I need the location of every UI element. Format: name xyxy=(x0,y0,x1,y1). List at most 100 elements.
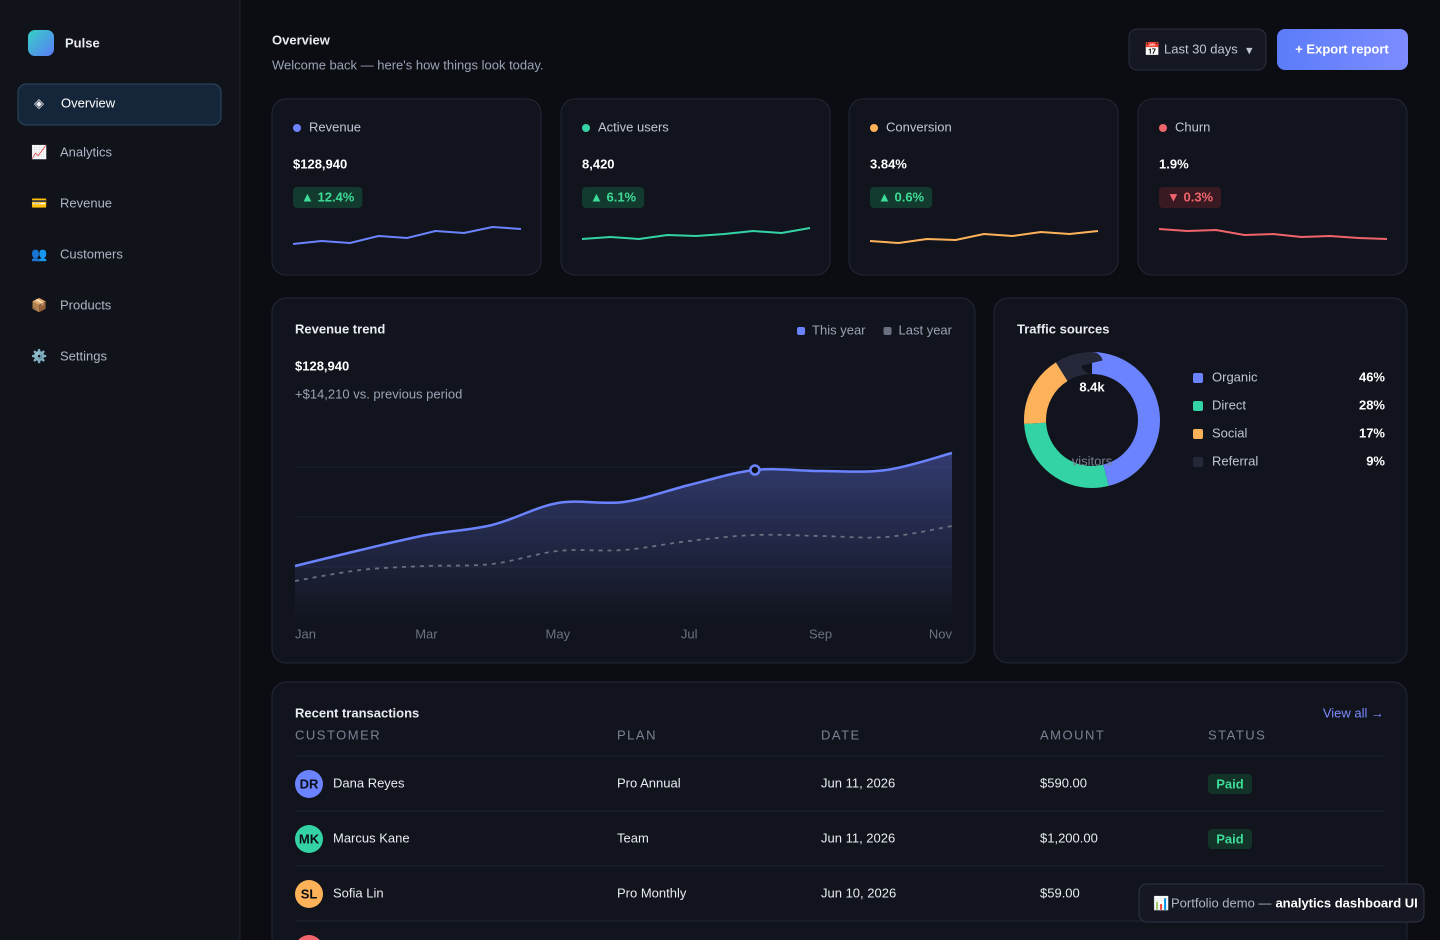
avatar-initials: DR xyxy=(300,776,319,791)
legend-swatch xyxy=(1193,401,1203,411)
date-range-icon: 📅 xyxy=(1144,41,1160,56)
legend-swatch xyxy=(1193,429,1203,439)
nav-label: Revenue xyxy=(60,195,112,210)
status: Paid xyxy=(1216,831,1244,846)
export-label: + Export report xyxy=(1295,41,1389,56)
kpi-change-badge xyxy=(582,187,645,208)
donut-segment xyxy=(1024,352,1160,488)
column-header: CUSTOMER xyxy=(295,727,381,742)
column-header: STATUS xyxy=(1208,727,1266,742)
plan: Team xyxy=(617,830,649,845)
kpi-sparkline xyxy=(869,230,1099,244)
kpi-sparkline xyxy=(1158,228,1388,240)
nav-label: Products xyxy=(60,297,112,312)
kpi-dot xyxy=(293,124,301,132)
kpi-value: 8,420 xyxy=(582,156,615,171)
kpi-label: Active users xyxy=(598,119,669,134)
kpi-change-badge xyxy=(293,187,363,208)
x-tick-label: Nov xyxy=(929,626,953,641)
legend-value: 46% xyxy=(1359,369,1385,384)
kpi-value: 1.9% xyxy=(1159,156,1189,171)
kpi-change: ▲ 6.1% xyxy=(590,189,637,204)
view-all-link[interactable]: View all → xyxy=(1323,705,1384,720)
x-tick-label: Sep xyxy=(809,626,832,641)
nav-icon: 📦 xyxy=(31,297,47,312)
brand: Pulse xyxy=(65,35,100,50)
legend-swatch xyxy=(1193,373,1203,383)
kpi-value: $128,940 xyxy=(293,156,347,171)
nav-icon: 💳 xyxy=(31,195,47,210)
avatar xyxy=(295,825,323,853)
highlight-point xyxy=(749,464,761,476)
donut-segment xyxy=(1024,352,1160,488)
kpi-sparkline xyxy=(581,227,811,240)
status-badge xyxy=(1208,774,1252,794)
line xyxy=(294,451,953,568)
avatar-initials: MK xyxy=(299,831,320,846)
date-range-button[interactable] xyxy=(1128,28,1267,71)
avatar-initials: SL xyxy=(301,886,318,901)
nav-icon: ⚙️ xyxy=(31,348,47,363)
kpi-change: ▲ 12.4% xyxy=(301,189,355,204)
legend-label: Last year xyxy=(899,322,953,337)
nav-item[interactable] xyxy=(18,184,221,225)
kpi-value: 3.84% xyxy=(870,156,907,171)
x-tick-label: Mar xyxy=(415,626,438,641)
legend-label: This year xyxy=(812,322,866,337)
avatar xyxy=(295,880,323,908)
nav-label: Overview xyxy=(61,95,116,110)
export-button[interactable] xyxy=(1277,29,1408,70)
column-header: AMOUNT xyxy=(1040,727,1105,742)
kpi-label: Churn xyxy=(1175,119,1210,134)
amount: $1,200.00 xyxy=(1040,830,1098,845)
demo-text: Portfolio demo — xyxy=(1171,895,1271,910)
legend-label: Social xyxy=(1212,425,1248,440)
nav-label: Analytics xyxy=(60,144,113,159)
date: Jun 11, 2026 xyxy=(821,830,895,845)
kpi-card xyxy=(848,98,1119,276)
date: Jun 10, 2026 xyxy=(821,885,896,900)
demo-badge xyxy=(1138,883,1425,923)
sidebar xyxy=(0,0,240,940)
avatar xyxy=(298,935,320,940)
nav-item[interactable] xyxy=(18,84,221,125)
table-title: Recent transactions xyxy=(295,705,419,720)
legend-swatch xyxy=(1193,457,1203,467)
area xyxy=(295,453,952,617)
nav-item[interactable] xyxy=(18,337,221,378)
chart-headline: $128,940 xyxy=(295,358,349,373)
amount: $59.00 xyxy=(1040,885,1080,900)
kpi-dot xyxy=(870,124,878,132)
donut-value: 8.4k xyxy=(1079,379,1105,394)
kpi-label: Conversion xyxy=(886,119,952,134)
x-tick-label: Jul xyxy=(681,626,698,641)
kpi-label: Revenue xyxy=(309,119,361,134)
legend-swatch xyxy=(883,327,892,335)
traffic-card xyxy=(993,297,1408,664)
legend-value: 17% xyxy=(1359,425,1385,440)
date-range-caret: ▾ xyxy=(1246,42,1253,57)
legend-label: Direct xyxy=(1212,397,1246,412)
demo-icon: 📊 xyxy=(1153,895,1169,910)
nav-icon: 👥 xyxy=(31,246,47,261)
nav-label: Settings xyxy=(60,348,107,363)
nav-active xyxy=(17,83,222,126)
page-title: Overview xyxy=(272,32,331,47)
legend-value: 9% xyxy=(1366,453,1385,468)
x-tick-label: Jan xyxy=(295,626,316,641)
nav-label: Customers xyxy=(60,246,123,261)
x-tick-label: May xyxy=(546,626,571,641)
nav-item[interactable] xyxy=(18,133,221,174)
legend-value: 28% xyxy=(1359,397,1385,412)
kpi-change-badge xyxy=(1159,187,1222,208)
overlay: 📊 Portfolio demo — analytics dashboard UI xyxy=(1138,883,1425,923)
kpi-dot xyxy=(582,124,590,132)
nav-icon: ◈ xyxy=(34,95,44,110)
nav-item[interactable] xyxy=(18,286,221,327)
status-badge xyxy=(1208,829,1252,849)
demo-emphasis: analytics dashboard UI xyxy=(1275,895,1417,910)
chart-subtitle: +$14,210 vs. previous period xyxy=(295,386,462,401)
